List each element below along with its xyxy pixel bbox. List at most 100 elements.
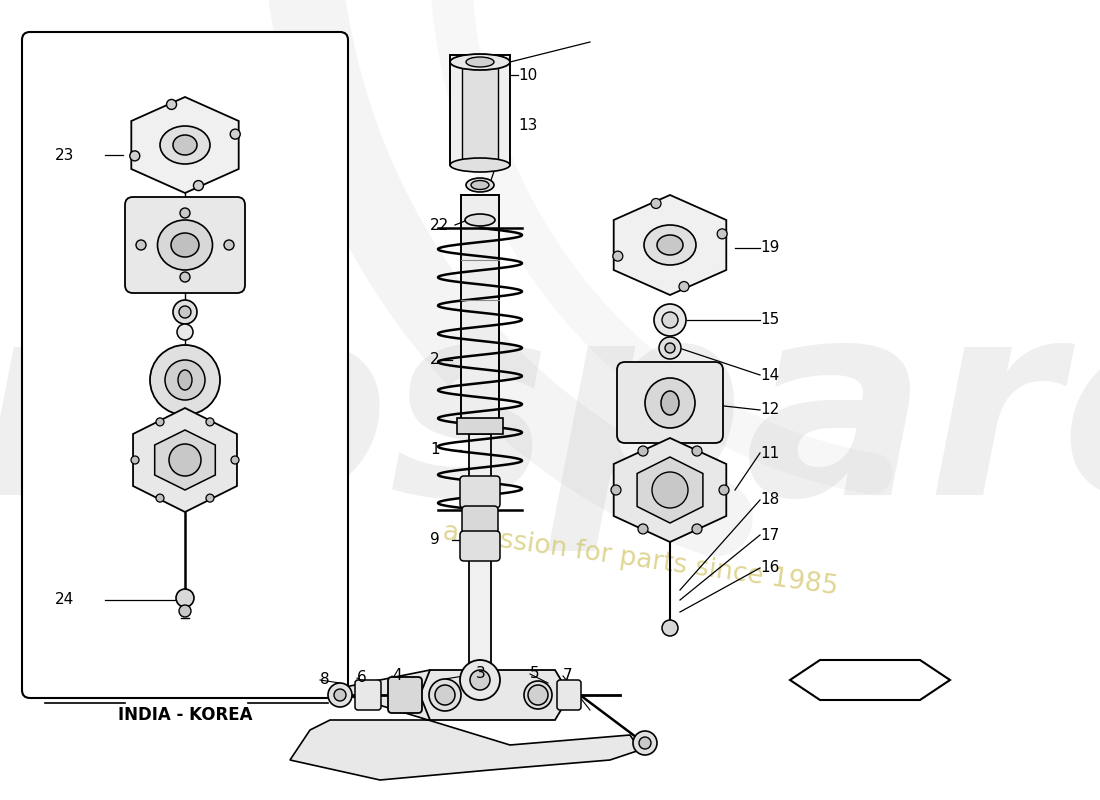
- FancyBboxPatch shape: [462, 506, 498, 534]
- Circle shape: [206, 494, 214, 502]
- Ellipse shape: [661, 391, 679, 415]
- Circle shape: [173, 300, 197, 324]
- Ellipse shape: [644, 225, 696, 265]
- Text: 9: 9: [430, 533, 440, 547]
- Ellipse shape: [160, 126, 210, 164]
- Ellipse shape: [471, 181, 490, 190]
- Circle shape: [679, 282, 689, 291]
- Bar: [469, 434, 491, 670]
- Circle shape: [176, 589, 194, 607]
- FancyBboxPatch shape: [460, 531, 500, 561]
- Text: 22: 22: [430, 218, 449, 233]
- Circle shape: [662, 620, 678, 636]
- Text: 24: 24: [55, 593, 75, 607]
- Text: 19: 19: [760, 241, 780, 255]
- Circle shape: [165, 360, 205, 400]
- Circle shape: [177, 324, 192, 340]
- Polygon shape: [155, 430, 216, 490]
- Circle shape: [638, 524, 648, 534]
- Ellipse shape: [466, 57, 494, 67]
- Circle shape: [651, 198, 661, 209]
- Circle shape: [180, 272, 190, 282]
- Text: 3: 3: [476, 666, 486, 682]
- FancyBboxPatch shape: [355, 680, 381, 710]
- Circle shape: [206, 418, 214, 426]
- Circle shape: [692, 446, 702, 456]
- Circle shape: [632, 731, 657, 755]
- Bar: [461, 195, 499, 420]
- Circle shape: [194, 181, 204, 190]
- Text: 17: 17: [760, 527, 779, 542]
- Circle shape: [528, 685, 548, 705]
- FancyBboxPatch shape: [388, 677, 422, 713]
- Circle shape: [169, 444, 201, 476]
- Ellipse shape: [465, 214, 495, 226]
- Ellipse shape: [466, 178, 494, 192]
- Circle shape: [610, 485, 621, 495]
- Circle shape: [166, 99, 176, 110]
- Polygon shape: [420, 670, 570, 720]
- Circle shape: [692, 524, 702, 534]
- Circle shape: [434, 685, 455, 705]
- FancyBboxPatch shape: [557, 680, 581, 710]
- FancyBboxPatch shape: [460, 476, 500, 508]
- FancyBboxPatch shape: [125, 197, 245, 293]
- Circle shape: [662, 312, 678, 328]
- Text: a passion for parts since 1985: a passion for parts since 1985: [441, 519, 839, 601]
- Ellipse shape: [657, 235, 683, 255]
- FancyBboxPatch shape: [617, 362, 723, 443]
- Circle shape: [179, 306, 191, 318]
- Circle shape: [639, 737, 651, 749]
- Circle shape: [460, 660, 500, 700]
- Circle shape: [719, 485, 729, 495]
- Text: 6: 6: [358, 670, 366, 686]
- Polygon shape: [131, 97, 239, 193]
- Circle shape: [180, 208, 190, 218]
- Polygon shape: [637, 457, 703, 523]
- Circle shape: [638, 446, 648, 456]
- Polygon shape: [290, 670, 640, 780]
- Text: 12: 12: [760, 402, 779, 418]
- Circle shape: [470, 670, 490, 690]
- Polygon shape: [790, 660, 950, 700]
- Text: eurospares: eurospares: [0, 289, 1100, 551]
- Circle shape: [150, 345, 220, 415]
- Circle shape: [654, 304, 686, 336]
- Polygon shape: [614, 195, 726, 295]
- Text: 18: 18: [760, 493, 779, 507]
- Circle shape: [230, 129, 240, 139]
- Text: 5: 5: [530, 666, 540, 682]
- Circle shape: [666, 343, 675, 353]
- Ellipse shape: [170, 233, 199, 257]
- Circle shape: [328, 683, 352, 707]
- Text: 13: 13: [518, 118, 538, 133]
- Bar: [456, 418, 503, 434]
- Text: 4: 4: [392, 669, 402, 683]
- Ellipse shape: [157, 220, 212, 270]
- Ellipse shape: [450, 158, 510, 172]
- Polygon shape: [133, 408, 236, 512]
- Text: 8: 8: [320, 673, 330, 687]
- Circle shape: [136, 240, 146, 250]
- Circle shape: [179, 605, 191, 617]
- FancyBboxPatch shape: [22, 32, 348, 698]
- Text: 2: 2: [430, 353, 440, 367]
- Bar: [462, 55, 498, 165]
- Circle shape: [717, 229, 727, 239]
- Text: 16: 16: [760, 561, 780, 575]
- Circle shape: [130, 151, 140, 161]
- Text: 7: 7: [563, 669, 573, 683]
- Text: 11: 11: [760, 446, 779, 461]
- Text: INDIA - KOREA: INDIA - KOREA: [118, 706, 252, 724]
- Text: 15: 15: [760, 313, 779, 327]
- Ellipse shape: [178, 370, 192, 390]
- Circle shape: [524, 681, 552, 709]
- Text: 14: 14: [760, 367, 779, 382]
- Circle shape: [659, 337, 681, 359]
- Ellipse shape: [173, 135, 197, 155]
- Circle shape: [645, 378, 695, 428]
- Circle shape: [156, 418, 164, 426]
- Circle shape: [613, 251, 623, 261]
- Text: 10: 10: [518, 67, 537, 82]
- Circle shape: [131, 456, 139, 464]
